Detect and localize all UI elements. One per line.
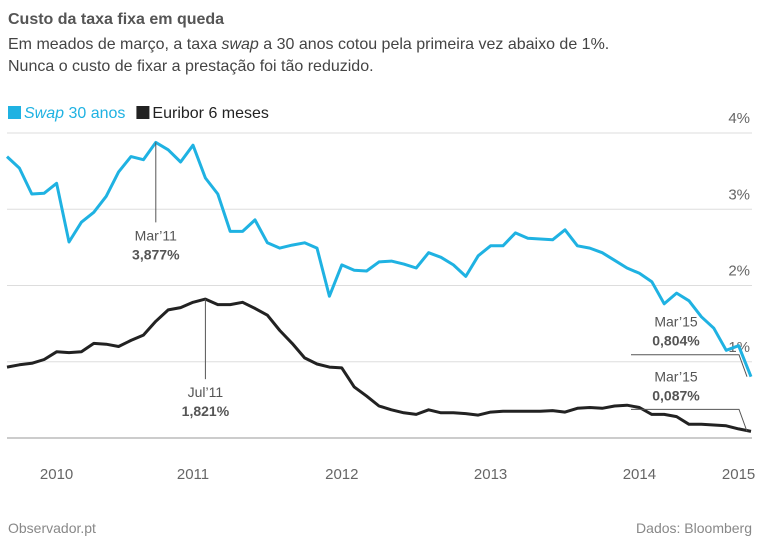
- x-tick-label: 2011: [177, 466, 209, 483]
- y-tick-label: 2%: [728, 263, 750, 280]
- source: Dados: Bloomberg: [636, 520, 752, 536]
- x-tick-label: 2015: [722, 466, 755, 483]
- annotation-value: 0,087%: [652, 387, 700, 403]
- legend-swatch: [8, 106, 21, 119]
- annotation-value: 0,804%: [652, 333, 700, 349]
- annotation-leader: [631, 354, 748, 377]
- subtitle: Em meados de março, a taxa swap a 30 ano…: [8, 36, 609, 53]
- legend-swatch: [136, 106, 150, 119]
- legend-label: Euribor 6 meses: [152, 105, 269, 122]
- annotation-leader: [631, 408, 748, 432]
- annotation-date: Mar’11: [135, 227, 177, 243]
- x-tick-label: 2014: [623, 466, 656, 483]
- chart-title: Custo da taxa fixa em queda: [8, 11, 224, 28]
- subtitle-part: Em meados de março, a taxa: [8, 36, 221, 53]
- subtitle-part: a 30 anos cotou pela primeira vez abaixo…: [259, 36, 609, 53]
- x-tick-label: 2013: [474, 466, 507, 483]
- y-tick-label: 3%: [728, 186, 750, 203]
- y-tick-label: 4%: [728, 110, 750, 127]
- credit: Observador.pt: [8, 520, 96, 536]
- x-tick-label: 2012: [325, 466, 358, 483]
- x-tick-label: 2010: [40, 466, 73, 483]
- series-line: [6, 297, 752, 433]
- subtitle-part: swap: [221, 36, 258, 53]
- annotation-date: Mar’15: [654, 314, 698, 330]
- series-line: [5, 140, 753, 378]
- legend-label: Swap 30 anos: [24, 105, 125, 122]
- annotation-value: 1,821%: [182, 403, 230, 419]
- annotation-date: Jul’11: [188, 384, 224, 400]
- annotation-date: Mar’15: [654, 368, 698, 384]
- annotation-value: 3,877%: [132, 246, 180, 262]
- subtitle: Nunca o custo de fixar a prestação foi t…: [8, 58, 374, 75]
